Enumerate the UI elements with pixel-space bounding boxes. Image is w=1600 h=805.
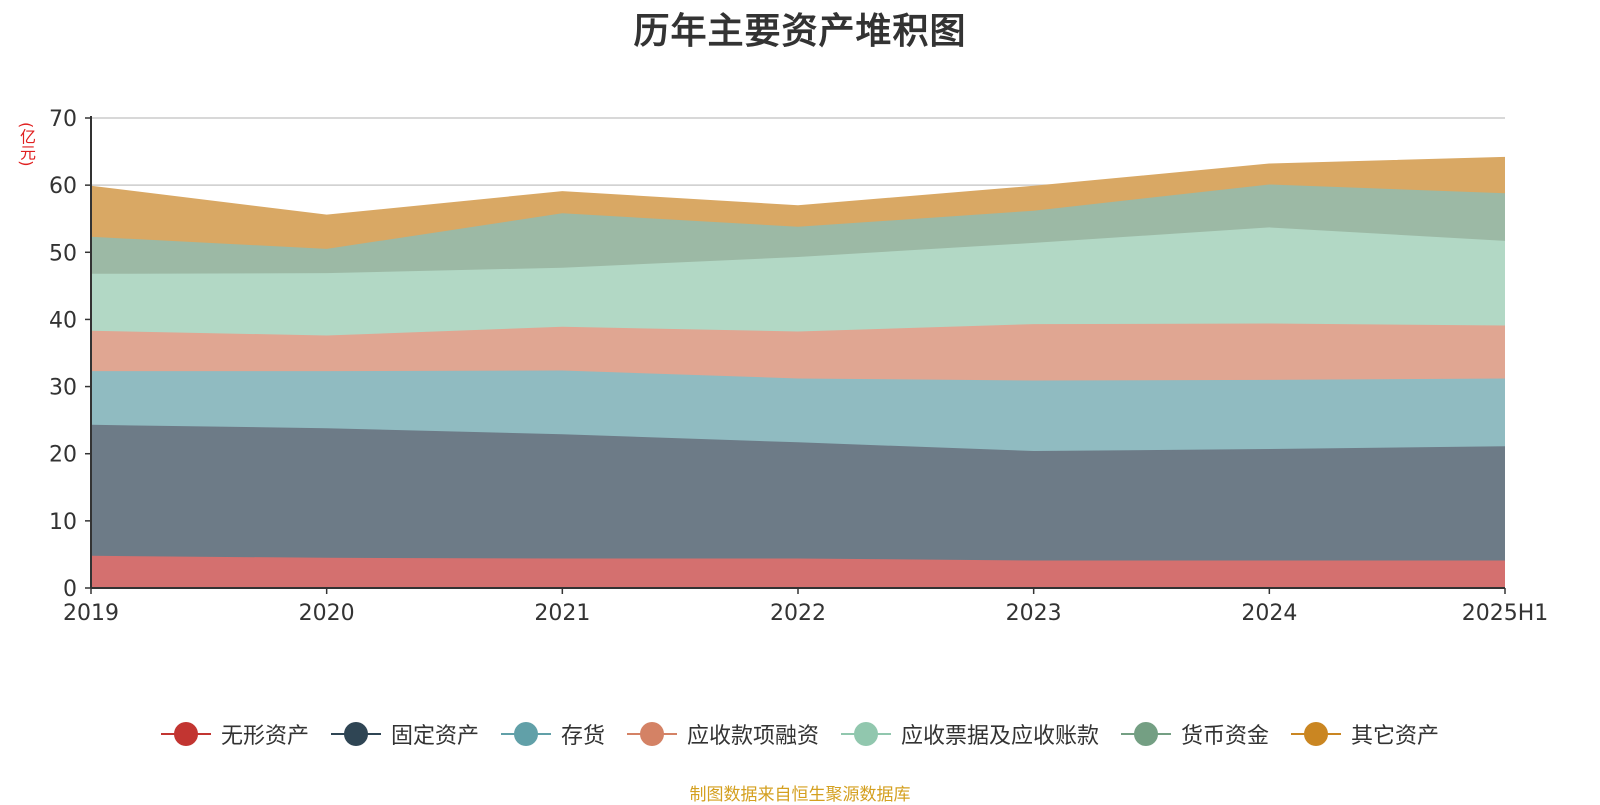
y-tick-label: 30 [49,376,77,401]
y-tick-label: 60 [49,174,77,199]
legend-marker-icon [330,722,381,746]
legend-label: 其它资产 [1351,724,1440,749]
area-series [91,184,1505,274]
area-series [91,370,1505,451]
legend-label: 应收款项融资 [686,724,819,749]
legend-item[interactable]: 货币资金 [1121,718,1269,750]
legend-item[interactable]: 无形资产 [160,718,309,750]
legend-item[interactable]: 存货 [500,718,605,750]
x-tick-label: 2025H1 [1462,601,1549,626]
area-series [91,323,1505,381]
x-tick-label: 2024 [1241,601,1297,626]
stacked-area-chart: 0 10 20 30 40 50 60 70 2019 2020 2021 2022 2023 2024 2… [49,107,1548,626]
y-tick-label: 40 [49,308,77,333]
y-axis-unit-label: (亿元) [17,122,36,167]
legend-marker-icon [841,722,891,746]
legend-marker-icon [626,722,677,746]
chart-title: 历年主要资产堆积图 [633,11,967,52]
series-line [90,156,1506,217]
area-series [91,227,1505,336]
legend-item[interactable]: 其它资产 [1291,718,1439,750]
x-tick-label: 2022 [770,601,826,626]
legend-label: 固定资产 [390,724,479,749]
x-tick-label: 2021 [534,601,590,626]
legend-marker-icon [160,722,211,746]
data-source-note: 制图数据来自恒生聚源数据库 [689,785,911,805]
legend-item[interactable]: 固定资产 [330,718,479,750]
y-tick-label: 20 [49,443,77,468]
legend-marker-icon [1121,722,1172,746]
legend-label: 货币资金 [1181,724,1270,749]
legend: 无形资产 固定资产 存货 应收款项融资 应收票据及应收账款 货币资金 其它资产 [0,718,1600,750]
area-series [91,555,1505,588]
legend-item[interactable]: 应收票据及应收账款 [841,718,1099,750]
x-tick-label: 2019 [63,601,119,626]
x-tick-label: 2020 [299,601,355,626]
legend-label: 无形资产 [220,724,309,749]
area-series [91,424,1505,561]
y-tick-label: 10 [49,510,77,535]
legend-label: 应收票据及应收账款 [901,724,1100,749]
y-tick-label: 50 [49,241,77,266]
legend-item[interactable]: 应收款项融资 [626,718,819,750]
legend-label: 存货 [560,724,605,749]
legend-marker-icon [1291,722,1342,746]
y-tick-label: 70 [49,107,77,132]
area-layer [90,156,1506,588]
axis-layer: 0 10 20 30 40 50 60 70 2019 2020 2021 2022 2023 2024 2… [49,107,1548,626]
y-tick-label: 0 [63,577,77,602]
legend-marker-icon [500,722,551,746]
x-tick-label: 2023 [1006,601,1062,626]
area-series [91,157,1505,249]
